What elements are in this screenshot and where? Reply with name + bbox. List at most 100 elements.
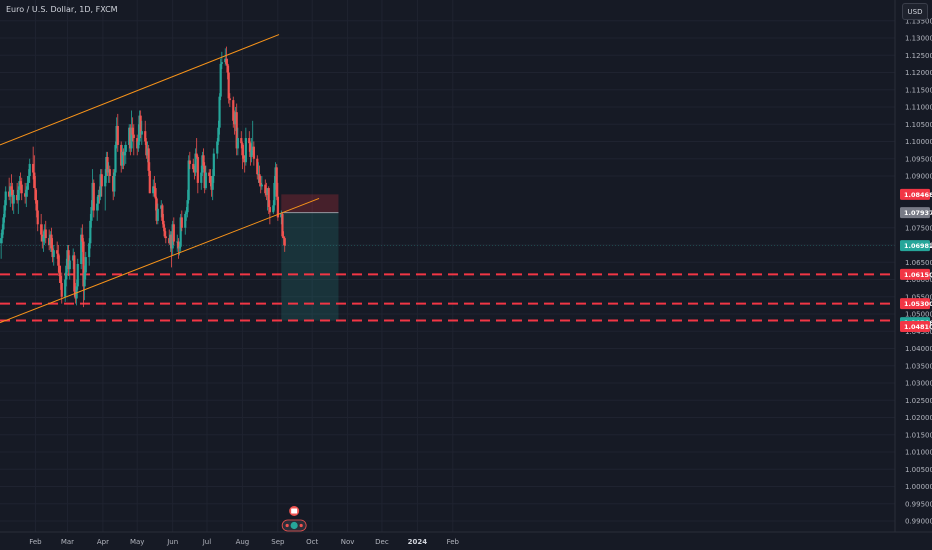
candle-body [116, 125, 119, 145]
candle [187, 155, 190, 204]
candle [42, 231, 45, 252]
candle [208, 169, 211, 183]
candle-body [228, 98, 231, 101]
price-tick-label: 1.03500 [905, 362, 932, 370]
candle [73, 251, 76, 297]
candle-body [122, 151, 125, 156]
candle [244, 127, 247, 166]
candle-body [252, 146, 255, 159]
candle [91, 169, 94, 211]
candle [40, 213, 43, 242]
time-tick-label: Aug [236, 538, 250, 546]
candle-body [129, 127, 132, 149]
candle [116, 113, 119, 152]
candle [66, 245, 69, 273]
candle [92, 179, 95, 218]
candle-body [57, 253, 60, 266]
candle-body [161, 205, 164, 221]
candle [68, 255, 71, 280]
candle [233, 110, 236, 135]
candle [259, 176, 262, 194]
candle-body [107, 169, 110, 173]
price-tick-label: 1.12500 [905, 52, 932, 60]
candle-body [272, 205, 275, 213]
candle-body [179, 217, 182, 247]
candle-body [260, 184, 263, 187]
price-tick-label: 1.03000 [905, 380, 932, 388]
time-axis[interactable]: Feb Mar Apr May Jun Jul Aug Sep Oct Nov Dec 2024 Feb [0, 531, 932, 546]
candle [210, 176, 213, 197]
candle-body [227, 72, 230, 99]
candle [105, 151, 108, 183]
candle [274, 162, 277, 190]
candle-body [48, 238, 51, 245]
candle-body [172, 224, 175, 242]
events-markers[interactable] [281, 506, 307, 532]
candle-body [210, 182, 213, 190]
candle-body [200, 172, 203, 183]
position-zones[interactable] [281, 194, 339, 321]
price-tick-label: 1.13000 [905, 35, 932, 43]
candle [209, 169, 212, 187]
candle-body [131, 127, 134, 135]
candle-body [275, 167, 278, 197]
candle-body [217, 127, 220, 142]
candle [152, 179, 155, 197]
candle [258, 165, 261, 187]
candle [282, 231, 285, 245]
candle-body [80, 234, 83, 264]
candle-body [68, 260, 71, 270]
candle-body [276, 196, 279, 218]
candle [108, 165, 111, 183]
candle-body [148, 170, 151, 194]
channel-line [0, 34, 280, 146]
candle-body [233, 120, 236, 125]
candle [201, 151, 204, 176]
horizontal-levels[interactable] [0, 245, 895, 322]
candle [162, 213, 165, 232]
candle-body [186, 200, 189, 213]
candle-body [44, 229, 47, 239]
candle-body [51, 248, 54, 258]
candle [65, 258, 68, 287]
candle [226, 58, 229, 80]
candle [169, 231, 172, 252]
time-tick-label: Feb [447, 538, 460, 546]
candle-body [106, 157, 109, 173]
candle [106, 151, 109, 176]
candle [50, 227, 53, 252]
candle [18, 176, 21, 201]
candle-body [60, 282, 63, 297]
trend-channel[interactable] [0, 34, 320, 324]
candle-body [56, 250, 59, 254]
candle [33, 155, 36, 189]
candle-body [265, 193, 268, 195]
candle [156, 203, 159, 225]
price-tick-label: 1.00500 [905, 466, 932, 474]
candle-body [211, 176, 214, 190]
price-labels: 1.084681.079371.069821.061501.053001.045… [900, 188, 932, 333]
candle [148, 162, 151, 194]
candle-body [16, 194, 19, 201]
candle [242, 144, 245, 163]
candle-body [89, 220, 92, 244]
symbol-title[interactable]: Euro / U.S. Dollar, 1D, FXCM [6, 5, 118, 14]
candle-body [92, 182, 95, 211]
candle [138, 110, 141, 145]
price-axis[interactable]: 1.13500 1.13000 1.12500 1.12000 1.11500 1.110… [894, 0, 932, 532]
candle [0, 232, 3, 259]
price-label-text: 1.05300 [904, 300, 932, 308]
candle-body [220, 62, 223, 64]
candle-body [145, 141, 148, 156]
currency-button[interactable]: USD [902, 3, 928, 20]
candle-body [100, 174, 103, 187]
candle [43, 224, 46, 245]
candle [184, 210, 187, 235]
candle [28, 158, 31, 183]
candle [17, 186, 20, 214]
candle [129, 124, 132, 156]
candle [220, 51, 223, 70]
candle-body [234, 112, 237, 125]
